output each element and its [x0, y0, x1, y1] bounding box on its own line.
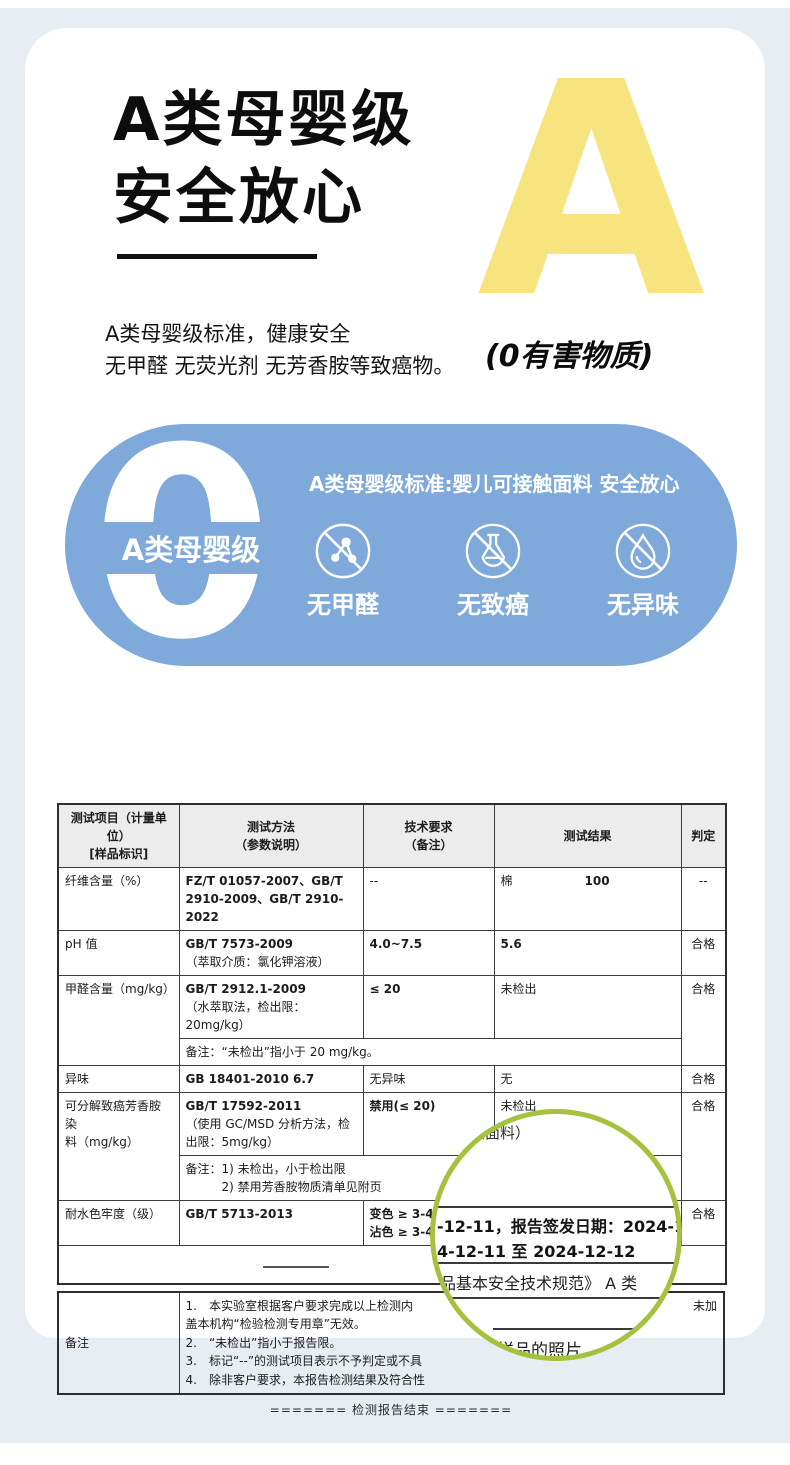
magnifier-circle: （面料） -12-11，报告签发日期：2024-12-13 4-12-11 至 …	[430, 1109, 682, 1361]
feature-no-odor: 无异味	[583, 522, 703, 620]
feature-list: 无甲醛 无致癌	[283, 522, 703, 620]
zero-band-label: A类母婴级	[87, 522, 295, 574]
magnified-standard-class: 品基本安全技术规范》 A 类	[440, 1274, 638, 1293]
content-card: A类母婴级 安全放心 A类母婴级标准，健康安全 无甲醛 无荧光剂 无芳香胺等致癌…	[25, 19, 765, 1417]
feature-label: 无甲醛	[307, 591, 379, 619]
hero-title-line1: A类母婴级	[113, 85, 415, 155]
feature-no-carcinogen: 无致癌	[433, 522, 553, 620]
badge-headline: A类母婴级标准:婴儿可接触面料 安全放心	[309, 472, 680, 496]
magnified-issue-date: -12-11，报告签发日期：2024-12-13	[437, 1217, 677, 1236]
magnified-table-line	[493, 1328, 677, 1330]
hero-title-line2: 安全放心	[113, 163, 365, 233]
magnifier-content: （面料） -12-11，报告签发日期：2024-12-13 4-12-11 至 …	[435, 1114, 677, 1356]
magnified-sample-text: 检样品的照片	[480, 1341, 582, 1361]
hero-desc-line1: A类母婴级标准，健康安全	[105, 322, 351, 346]
feature-label: 无致癌	[457, 591, 529, 619]
hero-underline	[117, 254, 317, 259]
remark-line: 1. 本实验室根据客户要求完成以上检测内 未加	[185, 1298, 718, 1313]
no-odor-droplet-icon	[615, 523, 671, 579]
table-row: pH 值 GB/T 7573-2009 （萃取介质：氯化钾溶液） 4.0~7.5…	[57, 930, 727, 976]
feature-no-formaldehyde: 无甲醛	[283, 522, 403, 620]
report-end-line: ======= 检测报告结束 =======	[269, 1403, 513, 1418]
magnified-fabric-text: （面料）	[470, 1124, 531, 1142]
table-header-row: 测试项目（计量单位） [样品标识] 测试方法 （参数说明） 技术要求 （备注） …	[57, 803, 727, 868]
feature-label: 无异味	[607, 591, 679, 619]
hero-desc-line2: 无甲醛 无荧光剂 无芳香胺等致癌物。	[105, 354, 455, 378]
table-row: 甲醛含量（mg/kg） GB/T 2912.1-2009 （水萃取法，检出限：2…	[57, 975, 727, 1066]
hero-subtitle: (0有害物质)	[485, 339, 654, 374]
spacer-line-fragment	[263, 1266, 329, 1268]
table-row: 纤维含量（%） FZ/T 01057-2007、GB/T 2910-2009、G…	[57, 867, 727, 931]
remark-line: 2. “未检出”指小于报告限。	[185, 1335, 342, 1350]
remark-line: 4. 除非客户要求，本报告检测结果及符合性	[185, 1372, 425, 1387]
header-item: 测试项目（计量单位） [样品标识]	[57, 803, 180, 868]
header-requirement: 技术要求 （备注）	[362, 803, 495, 868]
remarks-body: 1. 本实验室根据客户要求完成以上检测内 未加 盖本机构“检验检测专用章”无效。…	[178, 1291, 725, 1395]
table-row: 异味 GB 18401-2010 6.7 无异味 无 合格	[57, 1065, 727, 1093]
header-result: 测试结果	[493, 803, 682, 868]
remark-line: 盖本机构“检验检测专用章”无效。	[185, 1317, 366, 1332]
magnified-table-line	[435, 1262, 677, 1264]
hero-description: A类母婴级标准，健康安全 无甲醛 无荧光剂 无芳香胺等致癌物。	[105, 318, 454, 382]
no-carcinogen-flask-icon	[465, 523, 521, 579]
magnified-table-line	[435, 1206, 677, 1208]
remark-line: 3. 标记“--”的测试项目表示不予判定或不具	[185, 1354, 423, 1369]
grade-letter-a: A	[477, 19, 706, 363]
no-formaldehyde-molecule-icon	[315, 523, 371, 579]
magnified-table-line	[435, 1297, 677, 1299]
remarks-label: 备注	[57, 1291, 180, 1395]
header-method: 测试方法 （参数说明）	[178, 803, 364, 868]
header-verdict: 判定	[680, 803, 727, 868]
bottom-white-strip	[0, 1443, 790, 1465]
top-white-strip	[0, 0, 790, 8]
remarks-table: 备注 1. 本实验室根据客户要求完成以上检测内 未加 盖本机构“检验检测专用章”…	[57, 1290, 725, 1396]
magnified-test-period: 4-12-11 至 2024-12-12	[437, 1242, 636, 1261]
grade-badge-pill: 0 A类母婴级 A类母婴级标准:婴儿可接触面料 安全放心	[65, 413, 737, 676]
